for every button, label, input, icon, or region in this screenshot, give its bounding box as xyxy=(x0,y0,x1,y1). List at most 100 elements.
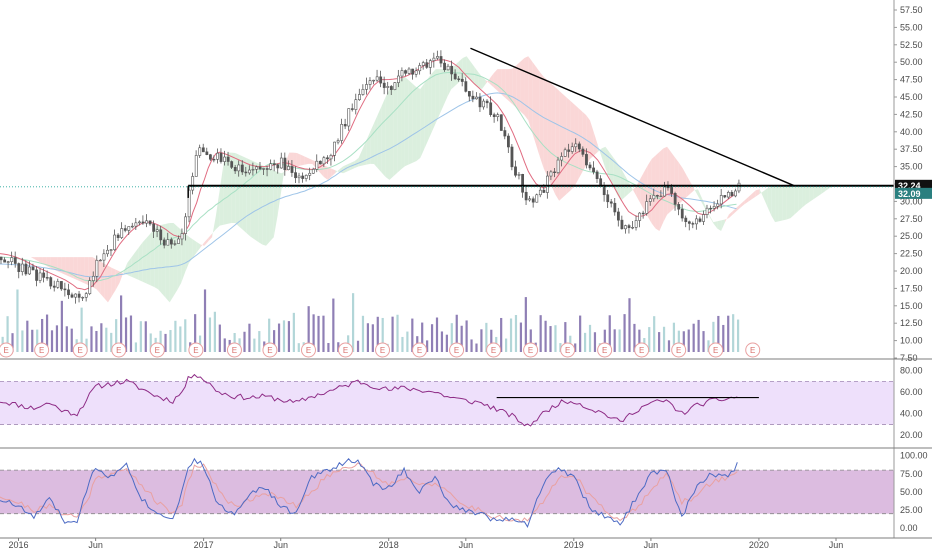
candle-body xyxy=(691,223,695,225)
volume-bar xyxy=(253,338,256,352)
candle-body xyxy=(620,219,624,230)
candle-body xyxy=(503,130,507,137)
cloud-segment xyxy=(640,172,644,210)
stochastic-pane xyxy=(0,457,894,528)
cloud-segment xyxy=(825,186,830,192)
candle-body xyxy=(109,249,113,251)
volume-bar xyxy=(50,330,54,352)
candle-body xyxy=(240,164,244,173)
cloud-segment xyxy=(377,105,382,173)
cloud-segment xyxy=(728,211,733,219)
cloud-segment xyxy=(732,207,737,215)
cloud-segment xyxy=(798,186,803,212)
cloud-segment xyxy=(389,85,394,180)
candle-body xyxy=(81,296,85,299)
candle-body xyxy=(730,192,734,197)
stoch-k-line xyxy=(0,457,738,528)
cloud-segment xyxy=(593,132,598,156)
candle-body xyxy=(180,233,184,240)
price-axis-label: 25.00 xyxy=(900,231,923,241)
price-axis-label: 55.00 xyxy=(900,22,923,32)
candle-body xyxy=(475,96,478,100)
volume-bar xyxy=(653,316,656,352)
volume-bar xyxy=(179,326,182,352)
candle-body xyxy=(407,68,411,74)
stoch-axis-label: 100.00 xyxy=(900,451,928,461)
cloud-segment xyxy=(154,225,159,290)
cloud-segment xyxy=(393,82,398,177)
cloud-segment xyxy=(751,190,756,200)
volume-bar xyxy=(327,343,330,352)
earnings-circle xyxy=(449,342,465,358)
candle-body xyxy=(184,216,187,234)
candle-body xyxy=(510,146,514,168)
cloud-segment xyxy=(173,222,178,297)
candle-body xyxy=(638,212,642,221)
cloud-segment xyxy=(412,83,417,163)
earnings-label: E xyxy=(193,346,198,355)
volume-bar xyxy=(514,315,518,352)
volume-bar xyxy=(16,289,19,352)
earnings-marker: E xyxy=(300,342,316,358)
cloud-segment xyxy=(539,71,544,169)
cloud-segment xyxy=(323,165,328,180)
price-axis-label: 30.00 xyxy=(900,196,923,206)
cloud-segment xyxy=(667,146,671,215)
volume-bar xyxy=(440,331,444,352)
cloud-segment xyxy=(331,168,336,177)
earnings-circle xyxy=(262,342,278,358)
cloud-segment xyxy=(474,66,479,88)
volume-bar xyxy=(134,342,138,352)
candle-body xyxy=(677,204,681,210)
candle-body xyxy=(13,257,17,264)
candle-body xyxy=(340,124,344,141)
price-axis-label: 12.50 xyxy=(900,318,923,328)
earnings-circle xyxy=(0,342,14,358)
candle-body xyxy=(290,166,294,173)
candle-body xyxy=(723,195,727,198)
cloud-segment xyxy=(142,237,147,284)
candle-body xyxy=(329,155,333,160)
candle-body xyxy=(49,277,53,287)
cloud-segment xyxy=(374,114,378,169)
price-axis-label: 27.50 xyxy=(900,214,923,224)
cloud-segment xyxy=(736,204,741,212)
candle-body xyxy=(265,168,269,170)
cloud-segment xyxy=(528,56,533,133)
earnings-label: E xyxy=(116,346,121,355)
volume-bar xyxy=(445,334,448,352)
cloud-segment xyxy=(616,162,621,201)
volume-bar xyxy=(55,325,59,352)
candle-body xyxy=(386,86,390,88)
price-axis-label: 20.00 xyxy=(900,266,923,276)
candle-body xyxy=(499,114,503,131)
volume-bar xyxy=(672,322,676,352)
cloud-segment xyxy=(802,186,806,208)
candle-body xyxy=(535,194,539,203)
rsi-axis-label: 80.00 xyxy=(900,366,923,376)
candle-body xyxy=(382,82,386,88)
volume-bar xyxy=(366,323,369,352)
candle-body xyxy=(358,94,361,100)
candle-body xyxy=(216,152,219,160)
candle-body xyxy=(421,62,425,66)
cloud-segment xyxy=(813,186,818,200)
candle-body xyxy=(666,186,670,189)
cloud-segment xyxy=(266,166,270,246)
volume-bar xyxy=(45,314,49,352)
candle-body xyxy=(138,221,141,224)
candle-body xyxy=(123,228,127,231)
candle-body xyxy=(521,173,525,193)
cloud-segment xyxy=(775,186,779,223)
volume-bar xyxy=(198,335,202,352)
cloud-segment xyxy=(570,101,575,191)
cloud-segment xyxy=(424,78,429,150)
earnings-circle xyxy=(111,342,127,358)
rsi-band xyxy=(0,381,894,425)
candle-body xyxy=(368,80,372,85)
earnings-marker: E xyxy=(412,342,428,358)
candle-body xyxy=(538,189,542,196)
candle-body xyxy=(20,263,24,272)
volume-bar xyxy=(732,314,735,352)
volume-bar xyxy=(243,331,246,352)
